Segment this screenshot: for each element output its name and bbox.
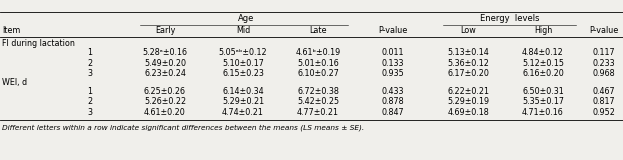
Text: Energy  levels: Energy levels: [480, 14, 540, 23]
Text: 5.35±0.17: 5.35±0.17: [522, 97, 564, 107]
Text: 1: 1: [87, 48, 92, 57]
Text: 2: 2: [87, 59, 93, 68]
Text: 5.42±0.25: 5.42±0.25: [297, 97, 339, 107]
Text: 0.133: 0.133: [382, 59, 404, 68]
Text: 6.22±0.21: 6.22±0.21: [447, 87, 489, 96]
Text: 5.26±0.22: 5.26±0.22: [144, 97, 186, 107]
Text: 6.14±0.34: 6.14±0.34: [222, 87, 264, 96]
Text: 0.935: 0.935: [382, 69, 404, 78]
Text: 0.878: 0.878: [382, 97, 404, 107]
Text: 4.84±0.12: 4.84±0.12: [522, 48, 564, 57]
Text: 5.29±0.19: 5.29±0.19: [447, 97, 489, 107]
Text: WEI, d: WEI, d: [2, 78, 27, 87]
Text: 0.011: 0.011: [382, 48, 404, 57]
Text: FI during lactation: FI during lactation: [2, 39, 75, 48]
Text: 4.71±0.16: 4.71±0.16: [522, 108, 564, 117]
Text: 6.10±0.27: 6.10±0.27: [297, 69, 339, 78]
Text: P-value: P-value: [589, 26, 619, 35]
Text: 5.01±0.16: 5.01±0.16: [297, 59, 339, 68]
Text: 6.16±0.20: 6.16±0.20: [522, 69, 564, 78]
Text: Mid: Mid: [236, 26, 250, 35]
Text: 0.817: 0.817: [592, 97, 616, 107]
Text: 4.69±0.18: 4.69±0.18: [447, 108, 489, 117]
Text: 0.467: 0.467: [592, 87, 616, 96]
Text: 4.74±0.21: 4.74±0.21: [222, 108, 264, 117]
Text: 4.61±0.20: 4.61±0.20: [144, 108, 186, 117]
Text: 0.433: 0.433: [382, 87, 404, 96]
Text: 5.12±0.15: 5.12±0.15: [522, 59, 564, 68]
Text: 5.28ᵃ±0.16: 5.28ᵃ±0.16: [143, 48, 188, 57]
Text: 5.13±0.14: 5.13±0.14: [447, 48, 489, 57]
Text: 6.72±0.38: 6.72±0.38: [297, 87, 339, 96]
Text: 6.15±0.23: 6.15±0.23: [222, 69, 264, 78]
Text: High: High: [534, 26, 552, 35]
Text: Late: Late: [309, 26, 326, 35]
Text: P-value: P-value: [378, 26, 407, 35]
Text: 0.117: 0.117: [592, 48, 616, 57]
Text: 5.10±0.17: 5.10±0.17: [222, 59, 264, 68]
Text: Different letters within a row indicate significant differences between the mean: Different letters within a row indicate …: [2, 124, 364, 131]
Text: 6.25±0.26: 6.25±0.26: [144, 87, 186, 96]
Text: 5.36±0.12: 5.36±0.12: [447, 59, 489, 68]
Text: 5.49±0.20: 5.49±0.20: [144, 59, 186, 68]
Text: 6.50±0.31: 6.50±0.31: [522, 87, 564, 96]
Text: Item: Item: [2, 26, 21, 35]
Text: 6.17±0.20: 6.17±0.20: [447, 69, 489, 78]
Text: 5.29±0.21: 5.29±0.21: [222, 97, 264, 107]
Text: Age: Age: [239, 14, 255, 23]
Text: 4.61ᵇ±0.19: 4.61ᵇ±0.19: [295, 48, 341, 57]
Text: 6.23±0.24: 6.23±0.24: [144, 69, 186, 78]
Text: 2: 2: [87, 97, 93, 107]
Text: 0.847: 0.847: [382, 108, 404, 117]
Text: 3: 3: [87, 108, 92, 117]
Text: 5.05ᵃᵇ±0.12: 5.05ᵃᵇ±0.12: [219, 48, 267, 57]
Text: 0.952: 0.952: [592, 108, 616, 117]
Text: Low: Low: [460, 26, 476, 35]
Text: 4.77±0.21: 4.77±0.21: [297, 108, 339, 117]
Text: 1: 1: [87, 87, 92, 96]
Text: 0.968: 0.968: [592, 69, 616, 78]
Text: 0.233: 0.233: [592, 59, 616, 68]
Text: Early: Early: [155, 26, 175, 35]
Text: 3: 3: [87, 69, 92, 78]
